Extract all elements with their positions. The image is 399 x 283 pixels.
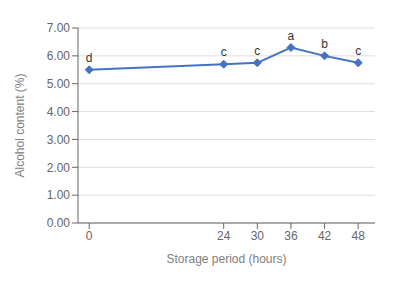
svg-text:4.00: 4.00 (47, 105, 71, 119)
svg-text:0: 0 (86, 229, 93, 243)
svg-text:48: 48 (352, 229, 366, 243)
svg-text:b: b (321, 37, 328, 51)
svg-text:30: 30 (251, 229, 265, 243)
svg-text:0.00: 0.00 (47, 216, 71, 230)
svg-text:d: d (86, 51, 93, 65)
svg-text:7.00: 7.00 (47, 21, 71, 35)
svg-text:24: 24 (217, 229, 231, 243)
svg-text:c: c (254, 44, 260, 58)
svg-text:36: 36 (284, 229, 298, 243)
svg-text:a: a (288, 29, 295, 43)
svg-text:c: c (355, 44, 361, 58)
svg-text:2.00: 2.00 (47, 161, 71, 175)
svg-text:5.00: 5.00 (47, 77, 71, 91)
svg-text:1.00: 1.00 (47, 188, 71, 202)
svg-text:Alcohol content (%): Alcohol content (%) (13, 73, 27, 177)
svg-text:3.00: 3.00 (47, 133, 71, 147)
svg-text:6.00: 6.00 (47, 49, 71, 63)
svg-text:Storage period (hours): Storage period (hours) (166, 252, 286, 266)
svg-text:42: 42 (318, 229, 332, 243)
svg-text:c: c (221, 45, 227, 59)
